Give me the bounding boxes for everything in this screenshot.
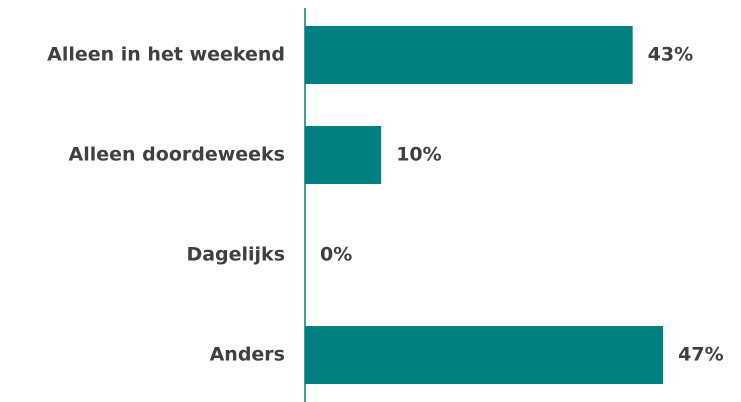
value-label: 47%: [678, 344, 723, 366]
y-tick-label: Alleen doordeweeks: [69, 144, 285, 166]
value-label: 43%: [648, 44, 693, 66]
y-tick-label: Anders: [210, 344, 285, 366]
bar: [305, 326, 664, 384]
bar: [305, 26, 633, 84]
y-tick-label: Dagelijks: [186, 244, 285, 266]
value-label: 10%: [396, 144, 441, 166]
bar: [305, 126, 382, 184]
y-tick-label: Alleen in het weekend: [47, 44, 285, 66]
value-label: 0%: [320, 244, 352, 266]
